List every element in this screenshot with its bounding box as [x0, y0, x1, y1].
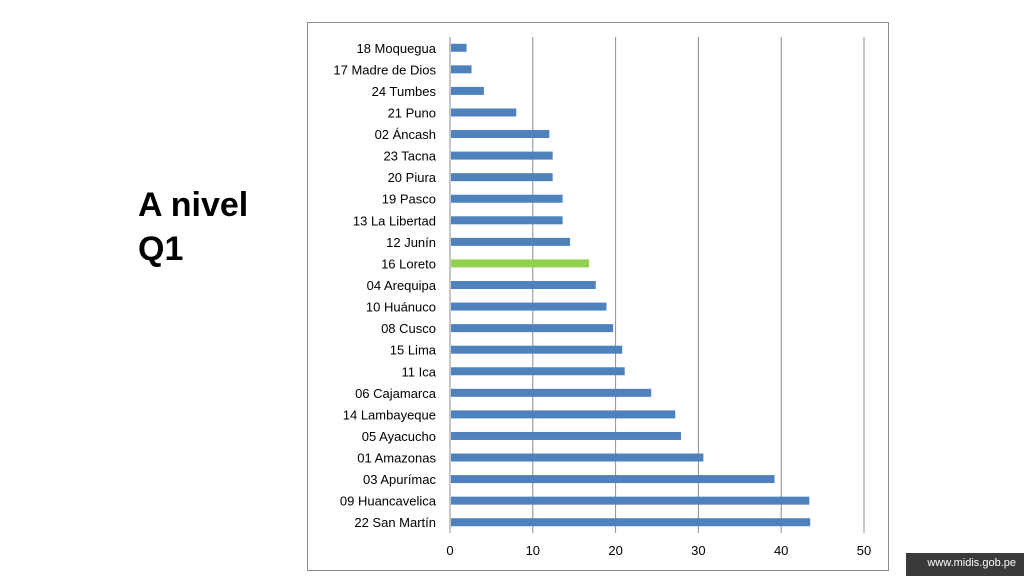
category-label: 05 Ayacucho [362, 429, 436, 444]
x-tick-label: 0 [446, 543, 453, 558]
bar [451, 43, 467, 52]
bar [451, 410, 676, 419]
bar [451, 496, 810, 505]
slide-title-line2: Q1 [138, 230, 184, 268]
bar [451, 281, 596, 289]
category-label: 13 La Libertad [353, 213, 436, 228]
category-label: 17 Madre de Dios [333, 62, 436, 77]
bar [451, 345, 623, 354]
bar-chart: 0 10 20 30 40 50 18 Moquegua 17 Madre de Dios 24… [333, 37, 871, 558]
bar [451, 194, 563, 203]
category-label: 02 Áncash [375, 127, 436, 142]
slide-title: A nivel Q1 [138, 183, 248, 271]
x-tick-label: 20 [608, 543, 622, 558]
category-label: 21 Puno [388, 105, 436, 120]
x-tick-label: 30 [691, 543, 705, 558]
category-label: 24 Tumbes [372, 84, 437, 99]
x-tick-label: 10 [526, 543, 540, 558]
category-label: 04 Arequipa [367, 278, 437, 293]
bar [451, 65, 472, 74]
category-label: 22 San Martín [354, 515, 436, 530]
footer-band: www.midis.gob.pe [906, 553, 1024, 576]
category-label: 15 Lima [390, 343, 437, 358]
bar [451, 216, 563, 225]
bar [451, 108, 517, 117]
bar [451, 324, 614, 333]
category-label: 09 Huancavelica [340, 494, 437, 509]
bar [451, 302, 607, 311]
bar [451, 130, 550, 139]
category-label: 01 Amazonas [357, 451, 436, 466]
x-tick-label: 40 [774, 543, 788, 558]
chart-frame: 0 10 20 30 40 50 18 Moquegua 17 Madre de Dios 24… [307, 22, 889, 571]
bar [451, 431, 682, 440]
category-label: 12 Junín [386, 235, 436, 250]
bar [451, 388, 652, 397]
bar [451, 86, 484, 95]
bar [451, 151, 553, 160]
category-label: 11 Ica [402, 364, 437, 379]
category-label: 16 Loreto [381, 256, 436, 271]
category-label: 10 Huánuco [366, 300, 436, 315]
bar [451, 453, 704, 462]
bar [451, 237, 571, 246]
bar [451, 259, 590, 268]
category-label: 20 Piura [388, 170, 437, 185]
x-tick-label: 50 [857, 543, 871, 558]
category-label: 19 Pasco [382, 192, 436, 207]
bar [451, 475, 775, 484]
bar [451, 367, 625, 376]
category-label: 14 Lambayeque [343, 407, 436, 422]
category-label: 23 Tacna [383, 149, 436, 164]
category-label: 03 Apurímac [363, 472, 436, 487]
footer-url: www.midis.gob.pe [927, 557, 1016, 569]
bar [451, 173, 553, 182]
category-label: 08 Cusco [381, 321, 436, 336]
slide-title-line1: A nivel [138, 186, 249, 224]
category-label: 18 Moquegua [356, 41, 436, 56]
category-label: 06 Cajamarca [355, 386, 437, 401]
bar [451, 518, 811, 527]
